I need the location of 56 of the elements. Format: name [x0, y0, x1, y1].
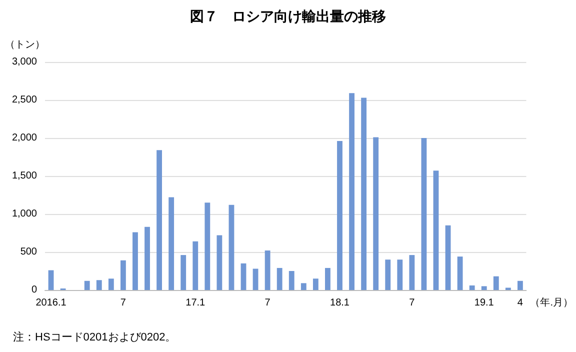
- y-tick-label: 1,000: [12, 208, 38, 220]
- bar: [168, 197, 174, 290]
- bar: [469, 285, 475, 290]
- x-tick-label: 19.1: [474, 298, 494, 308]
- bar: [240, 263, 246, 290]
- bar: [156, 150, 162, 290]
- bar: [349, 93, 354, 290]
- bar: [325, 268, 330, 290]
- y-tick-label: 500: [20, 246, 38, 258]
- y-tick-label: 3,000: [12, 56, 38, 68]
- bar: [361, 98, 367, 290]
- bar: [433, 170, 439, 290]
- x-tick-label: 7: [120, 298, 126, 308]
- text: 注：HSコード0201および0202。: [13, 330, 176, 344]
- bar: [397, 260, 403, 290]
- bar: [337, 141, 342, 290]
- bar: [84, 280, 90, 290]
- bar: [385, 260, 391, 290]
- x-tick-label: 2016.1: [36, 298, 67, 308]
- bar: [445, 225, 451, 290]
- x-tick-label: 7: [409, 298, 416, 308]
- bar: [276, 268, 282, 290]
- bar: [493, 276, 499, 290]
- bar: [132, 232, 138, 290]
- x-tick-label: 17.1: [186, 298, 206, 308]
- bar: [144, 226, 150, 290]
- bar: [457, 256, 463, 290]
- bar: [264, 250, 270, 290]
- bar: [312, 278, 318, 290]
- y-tick-label: 2,000: [12, 132, 38, 144]
- bar: [409, 255, 415, 290]
- bar: [48, 270, 54, 290]
- bar: [96, 280, 102, 290]
- bar: [518, 280, 523, 290]
- y-axis-title: （トン）: [5, 40, 45, 50]
- x-tick-label: 4: [517, 298, 524, 308]
- y-tick-label: 1,500: [12, 170, 38, 182]
- bar: [108, 278, 114, 290]
- bar: [180, 255, 186, 290]
- bar: [204, 202, 210, 290]
- x-axis-title: （年.月）: [530, 296, 574, 308]
- bar: [216, 235, 222, 290]
- bar: [252, 268, 258, 290]
- bar: [300, 283, 306, 290]
- chart-title: 図７ ロシア向け輸出量の推移: [190, 8, 386, 24]
- y-tick-label: 0: [31, 284, 38, 296]
- x-tick-label: 18.1: [330, 298, 350, 308]
- bar: [373, 137, 379, 290]
- bar: [481, 286, 487, 290]
- bar: [228, 204, 234, 290]
- y-tick-label: 2,500: [12, 94, 38, 106]
- bar: [192, 241, 198, 290]
- bar: [120, 260, 126, 290]
- bar: [421, 138, 427, 290]
- bar: [288, 271, 294, 290]
- x-tick-label: 7: [264, 298, 271, 308]
